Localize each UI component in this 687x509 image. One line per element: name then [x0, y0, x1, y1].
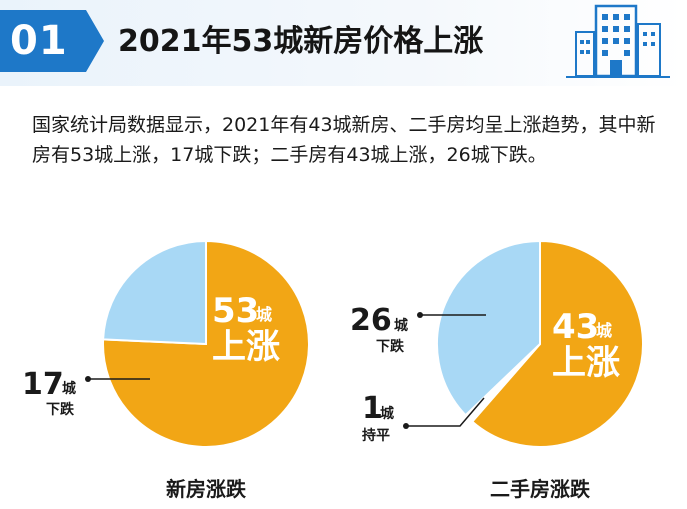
data-label-resale-fall-value: 26: [350, 303, 392, 338]
data-label-resale-fall-unit: 城: [394, 317, 408, 334]
data-label-resale-flat-name: 持平: [362, 427, 390, 444]
pie-resale-homes: [436, 239, 644, 448]
data-label-new-fall-value: 17: [22, 367, 64, 402]
data-label-resale-fall-name: 下跌: [376, 339, 405, 355]
data-label-new-rise-name: 上涨: [212, 327, 280, 367]
building-icon: [566, 4, 670, 78]
pie-slice-1: [102, 239, 207, 346]
data-label-resale-rise-name: 上涨: [552, 343, 620, 383]
data-label-new-fall-unit: 城: [62, 380, 76, 397]
data-label-resale-rise-unit: 城: [596, 321, 612, 340]
data-label-resale-flat-value: 1: [362, 391, 383, 426]
data-label-new-fall-name: 下跌: [46, 402, 75, 418]
chart-title-resale-homes: 二手房涨跌: [490, 477, 591, 501]
data-label-new-rise-unit: 城: [256, 305, 272, 324]
section-number: 01: [10, 18, 68, 64]
section-number-tab: [0, 10, 104, 72]
header-banner: 01 2021年53城新房价格上涨: [0, 0, 687, 86]
page-title: 2021年53城新房价格上涨: [118, 24, 484, 59]
data-label-resale-flat-unit: 城: [380, 405, 394, 422]
pie-slice-0: [470, 239, 644, 448]
pie-slice-2: [436, 239, 541, 417]
intro-text: 国家统计局数据显示，2021年有43城新房、二手房均呈上涨趋势，其中新房有53城…: [32, 114, 656, 166]
leader-line: [406, 397, 485, 427]
pie-new-homes: [102, 239, 310, 448]
chart-title-new-homes: 新房涨跌: [166, 477, 247, 501]
data-label-new-rise-value: 53: [212, 291, 259, 331]
data-label-resale-rise-value: 43: [552, 307, 599, 347]
